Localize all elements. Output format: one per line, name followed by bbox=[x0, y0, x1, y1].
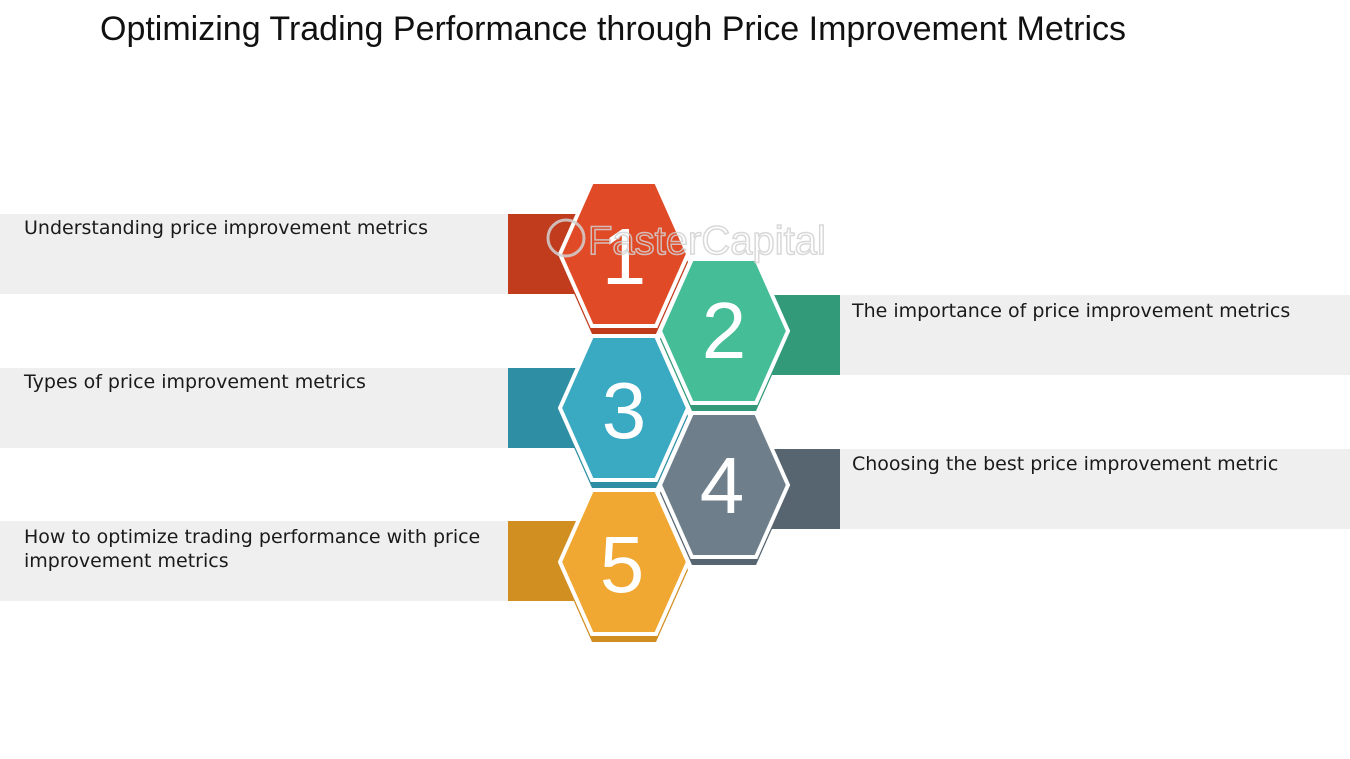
step-1-number: 1 bbox=[602, 212, 647, 301]
step-4-number: 4 bbox=[700, 441, 745, 530]
step-4-text: Choosing the best price improvement metr… bbox=[852, 453, 1279, 475]
step-5-hex bbox=[557, 488, 691, 636]
step-3-band bbox=[0, 368, 510, 448]
step-5-text: How to optimize trading performance with… bbox=[24, 526, 481, 572]
step-3-number: 3 bbox=[602, 366, 647, 455]
step-3-hex bbox=[557, 334, 691, 482]
step-3-text: Types of price improvement metrics bbox=[24, 371, 366, 393]
gear-icon bbox=[546, 218, 586, 258]
step-2-text: The importance of price improvement metr… bbox=[852, 300, 1291, 322]
step-4-hex bbox=[657, 411, 791, 559]
watermark-text: FasterCapital bbox=[588, 219, 826, 263]
step-2-number: 2 bbox=[702, 286, 747, 375]
watermark-logo: FasterCapital bbox=[546, 218, 827, 264]
step-4-band bbox=[838, 449, 1350, 529]
page-title: Optimizing Trading Performance through P… bbox=[100, 10, 1127, 48]
step-1-text: Understanding price improvement metrics bbox=[24, 217, 428, 239]
step-2-band bbox=[838, 295, 1350, 375]
step-1-band bbox=[0, 214, 510, 294]
step-5-band bbox=[0, 521, 510, 601]
step-5-number: 5 bbox=[600, 520, 645, 609]
step-2-hex bbox=[657, 257, 791, 405]
